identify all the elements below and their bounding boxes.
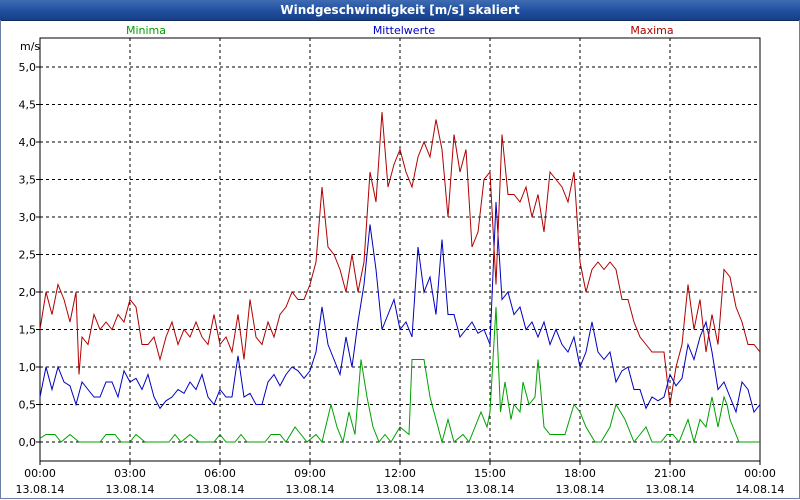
y-tick-label: 1,5 xyxy=(19,324,37,337)
y-tick-label: 2,5 xyxy=(19,249,37,262)
series-line-maxima xyxy=(39,111,761,405)
x-tick-time: 00:00 xyxy=(744,467,776,480)
y-tick-label: 3,5 xyxy=(19,174,37,187)
series-line-minima xyxy=(39,306,760,444)
legend: Minima Mittelwerte Maxima xyxy=(126,24,674,37)
series-layer xyxy=(39,111,761,444)
y-tick-label: 2,0 xyxy=(19,286,37,299)
x-tick-time: 21:00 xyxy=(654,467,686,480)
y-tick-label: 1,0 xyxy=(19,361,37,374)
y-tick-label: 3,0 xyxy=(19,211,37,224)
x-tick-time: 03:00 xyxy=(114,467,146,480)
grid-lines xyxy=(40,38,760,461)
x-tick-date: 13.08.14 xyxy=(196,483,245,496)
x-tick-date: 13.08.14 xyxy=(646,483,695,496)
y-tick-label: 0,5 xyxy=(19,399,37,412)
x-tick-date: 13.08.14 xyxy=(106,483,155,496)
axis-ticks: 0,0 0,5 1,0 1,5 2,0 2,5 3,0 3,5 4,0 4,5 5,0 00:00 13… xyxy=(16,61,785,496)
x-tick-time: 00:00 xyxy=(24,467,56,480)
y-tick-label: 4,5 xyxy=(19,99,37,112)
x-tick-date: 13.08.14 xyxy=(286,483,335,496)
x-tick-time: 18:00 xyxy=(564,467,596,480)
x-tick-time: 12:00 xyxy=(384,467,416,480)
y-tick-label: 5,0 xyxy=(19,61,37,74)
y-tick-label: 0,0 xyxy=(19,436,37,449)
x-tick-time: 09:00 xyxy=(294,467,326,480)
x-tick-time: 06:00 xyxy=(204,467,236,480)
x-tick-date: 13.08.14 xyxy=(16,483,65,496)
legend-maxima: Maxima xyxy=(630,24,673,37)
series-line-mittelwerte xyxy=(39,201,761,414)
x-tick-date: 14.08.14 xyxy=(736,483,785,496)
y-tick-label: 4,0 xyxy=(19,136,37,149)
x-tick-date: 13.08.14 xyxy=(556,483,605,496)
legend-minima: Minima xyxy=(126,24,166,37)
x-tick-time: 15:00 xyxy=(474,467,506,480)
y-axis-label: m/s xyxy=(20,40,40,53)
x-tick-date: 13.08.14 xyxy=(466,483,515,496)
chart-title: Windgeschwindigkeit [m/s] skaliert xyxy=(0,0,800,21)
legend-mittelwerte: Mittelwerte xyxy=(373,24,436,37)
x-tick-date: 13.08.14 xyxy=(376,483,425,496)
